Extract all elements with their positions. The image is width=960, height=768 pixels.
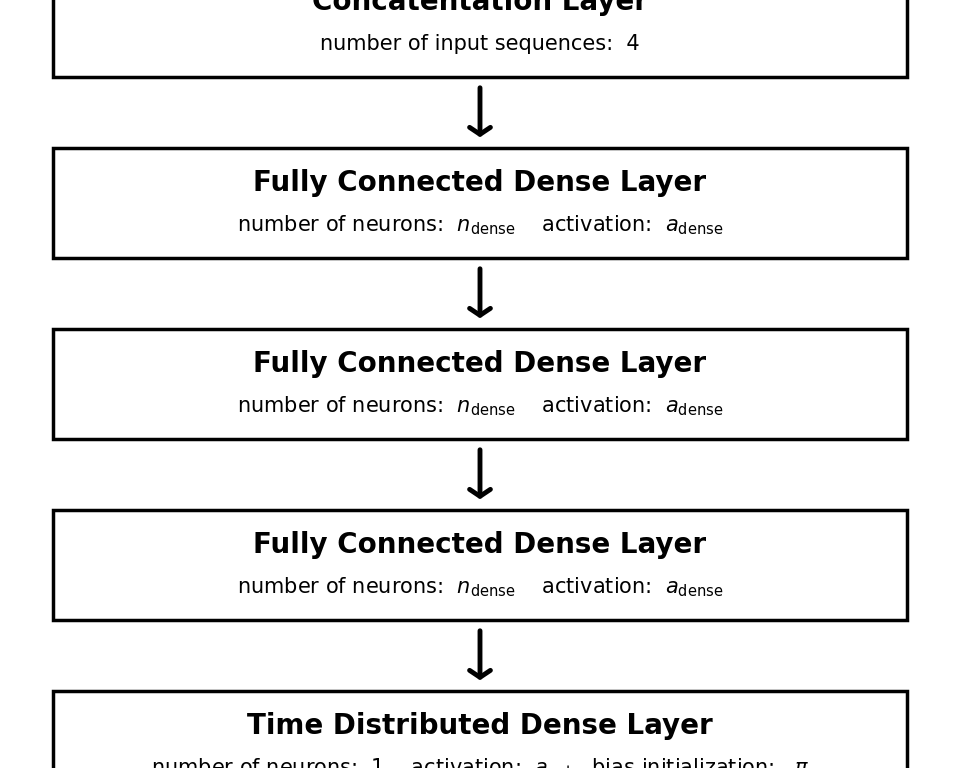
Bar: [53, 691, 907, 768]
Text: number of neurons:  $n_{\mathregular{dense}}$    activation:  $a_{\mathregular{d: number of neurons: $n_{\mathregular{dens…: [237, 394, 723, 418]
Text: number of neurons:  $n_{\mathregular{dense}}$    activation:  $a_{\mathregular{d: number of neurons: $n_{\mathregular{dens…: [237, 214, 723, 237]
Bar: [53, 329, 907, 439]
Text: number of neurons:  $n_{\mathregular{dense}}$    activation:  $a_{\mathregular{d: number of neurons: $n_{\mathregular{dens…: [237, 575, 723, 599]
Bar: [53, 0, 907, 77]
Text: Fully Connected Dense Layer: Fully Connected Dense Layer: [253, 169, 707, 197]
Text: Fully Connected Dense Layer: Fully Connected Dense Layer: [253, 350, 707, 378]
Text: Time Distributed Dense Layer: Time Distributed Dense Layer: [247, 712, 713, 740]
Bar: [53, 148, 907, 258]
Text: number of neurons:  1    activation:  $a_{\mathregular{out}}$   bias initializat: number of neurons: 1 activation: $a_{\ma…: [151, 756, 809, 768]
Text: Fully Connected Dense Layer: Fully Connected Dense Layer: [253, 531, 707, 559]
Text: Concatentation Layer: Concatentation Layer: [312, 0, 648, 16]
Bar: [53, 510, 907, 620]
Text: number of input sequences:  4: number of input sequences: 4: [321, 34, 639, 54]
